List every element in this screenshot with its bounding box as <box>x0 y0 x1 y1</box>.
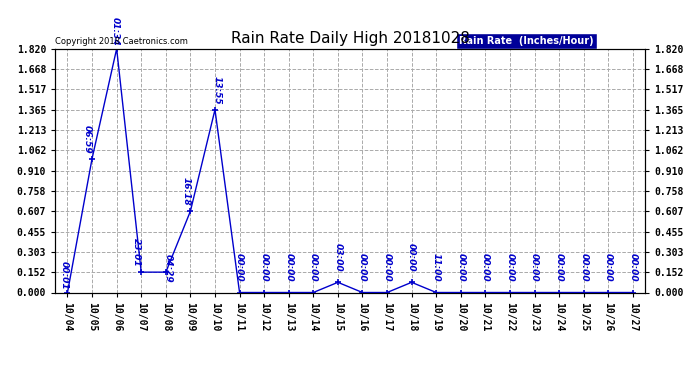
Text: 00:00: 00:00 <box>555 253 564 282</box>
Text: 13:55: 13:55 <box>213 76 222 104</box>
Text: 23:01: 23:01 <box>132 238 141 267</box>
Text: 16:18: 16:18 <box>181 177 190 206</box>
Text: 03:00: 03:00 <box>333 243 342 272</box>
Text: 00:00: 00:00 <box>309 253 318 282</box>
Text: 04:29: 04:29 <box>164 254 172 283</box>
Text: 00:00: 00:00 <box>259 253 268 282</box>
Text: 00:00: 00:00 <box>629 253 638 282</box>
Text: 00:00: 00:00 <box>579 253 588 282</box>
Text: Rain Rate  (Inches/Hour): Rain Rate (Inches/Hour) <box>460 36 594 46</box>
Text: 00:00: 00:00 <box>604 253 613 282</box>
Text: 00:00: 00:00 <box>456 253 465 282</box>
Title: Rain Rate Daily High 20181028: Rain Rate Daily High 20181028 <box>230 31 470 46</box>
Text: 00:00: 00:00 <box>530 253 539 282</box>
Text: 00:00: 00:00 <box>481 253 490 282</box>
Text: 06:59: 06:59 <box>83 124 92 153</box>
Text: Copyright 2018 Caetronics.com: Copyright 2018 Caetronics.com <box>55 38 188 46</box>
Text: 11:00: 11:00 <box>432 253 441 282</box>
Text: 00:00: 00:00 <box>407 243 416 272</box>
Text: 01:34: 01:34 <box>111 18 120 46</box>
Text: 00:00: 00:00 <box>382 253 391 282</box>
Text: 00:00: 00:00 <box>235 253 244 282</box>
Text: 00:00: 00:00 <box>358 253 367 282</box>
Text: 00:00: 00:00 <box>284 253 293 282</box>
Text: 00:01: 00:01 <box>60 261 69 290</box>
Text: 00:00: 00:00 <box>506 253 515 282</box>
